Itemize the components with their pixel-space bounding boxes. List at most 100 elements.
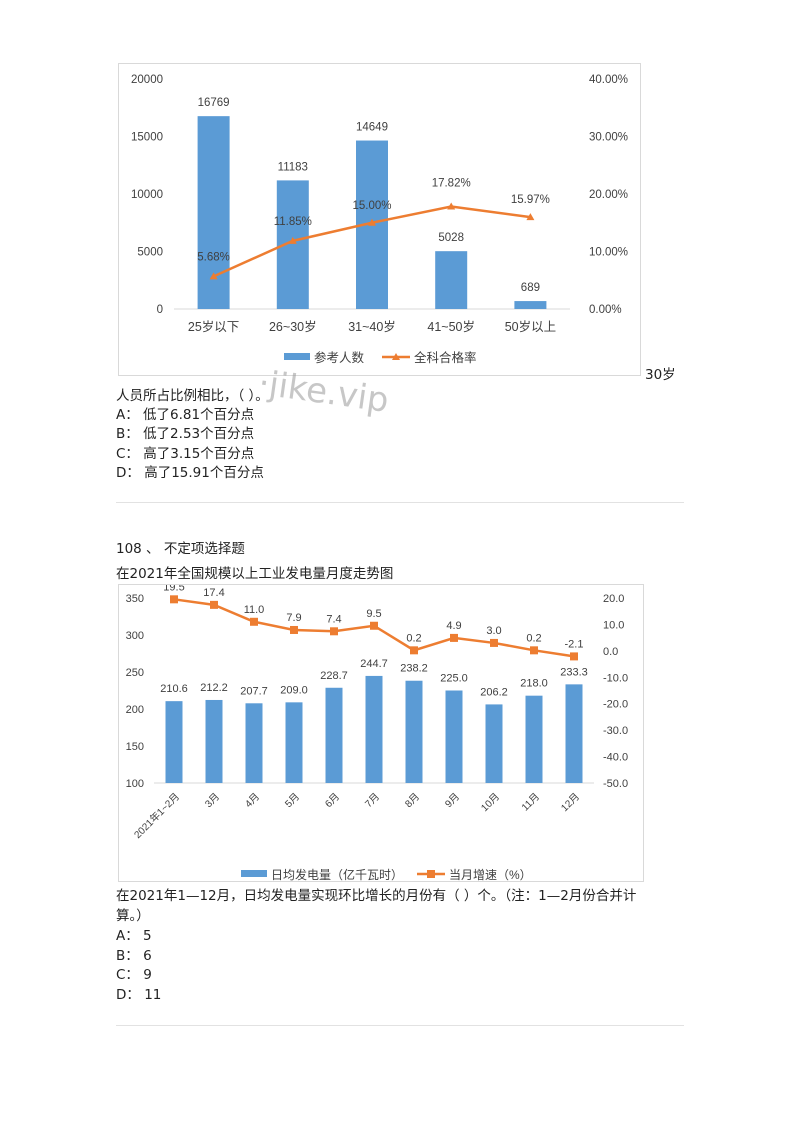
bar (285, 702, 303, 783)
category-label: 41~50岁 (427, 319, 475, 334)
line-value-label: 0.2 (406, 632, 421, 644)
line-value-label: 4.9 (446, 620, 461, 632)
left-axis-tick: 5000 (137, 247, 163, 259)
bar (205, 699, 223, 783)
bar (445, 690, 463, 783)
bar-value-label: 244.7 (360, 658, 388, 670)
line-value-label: 5.68% (197, 251, 230, 263)
question1-stem: 人员所占比例相比，（ ）。 (116, 388, 269, 404)
legend-bar-swatch (241, 870, 267, 877)
bar (565, 684, 583, 783)
question1-stem-tail: 30岁 (645, 367, 676, 383)
left-axis-tick: 300 (126, 630, 144, 642)
option-key: B： (116, 948, 139, 964)
bar-value-label: 233.3 (560, 666, 588, 678)
divider (116, 502, 684, 503)
option-text: 高了15.91个百分点 (144, 465, 264, 481)
right-axis-tick: -10.0 (603, 672, 628, 684)
option-text: 6 (143, 948, 152, 964)
right-axis-tick: 10.00% (589, 247, 628, 259)
category-label: 2021年1~2月 (131, 790, 182, 841)
option-text: 5 (143, 928, 152, 944)
bar-value-label: 209.0 (280, 684, 308, 696)
legend-marker (427, 870, 435, 878)
category-label: 26~30岁 (269, 319, 317, 334)
right-axis-tick: -30.0 (603, 725, 628, 737)
line-marker (368, 218, 376, 226)
legend-label: 当月增速（%） (449, 868, 532, 881)
bar (245, 703, 263, 783)
category-label: 9月 (443, 791, 462, 810)
bar-value-label: 225.0 (440, 673, 468, 685)
line-value-label: 11.0 (244, 604, 265, 616)
line-value-label: 11.85% (274, 216, 312, 228)
question2-number: 108 、 不定项选择题 (116, 541, 245, 557)
bar (405, 680, 423, 783)
right-axis-tick: 40.00% (589, 74, 628, 86)
q2-option-d[interactable]: D： 11 (116, 985, 161, 1005)
right-axis-tick: -50.0 (603, 778, 628, 790)
q1-option-b[interactable]: B： 低了2.53个百分点 (116, 424, 254, 444)
line-value-label: 15.00% (352, 200, 391, 212)
age-pass-rate-chart: 0 5000 10000 15000 20000 0.00% 10.00% 20.00% 30.… (118, 63, 641, 376)
category-label: 10月 (479, 791, 502, 814)
category-label: 7月 (363, 791, 382, 810)
legend-bar-swatch (284, 353, 310, 360)
right-axis-tick: 0.00% (589, 304, 622, 316)
q2-option-a[interactable]: A： 5 (116, 926, 152, 946)
option-key: D： (116, 987, 140, 1003)
q1-option-d[interactable]: D： 高了15.91个百分点 (116, 463, 264, 483)
category-label: 8月 (403, 791, 422, 810)
category-label: 31~40岁 (348, 319, 396, 334)
line-marker (209, 272, 218, 280)
question2-stem-line1: 在2021年1—12月，日均发电量实现环比增长的月份有（ ）个。（注：1—2月份… (116, 888, 637, 904)
left-axis-tick: 200 (126, 704, 144, 716)
bar-value-label: 689 (521, 282, 540, 294)
line-marker (210, 600, 218, 609)
line-marker (570, 652, 578, 661)
line-value-label: 19.5 (163, 585, 184, 593)
q1-option-c[interactable]: C： 高了3.15个百分点 (116, 444, 254, 464)
line-value-label: 9.5 (366, 608, 381, 620)
option-key: C： (116, 967, 139, 983)
q1-option-a[interactable]: A： 低了6.81个百分点 (116, 405, 254, 425)
bar (365, 675, 383, 783)
left-axis-tick: 350 (126, 593, 144, 605)
q2-option-c[interactable]: C： 9 (116, 965, 152, 985)
bar-value-label: 14649 (356, 122, 388, 134)
line-marker (410, 646, 418, 655)
bar (525, 695, 543, 783)
bar (514, 301, 547, 309)
category-label: 12月 (559, 791, 582, 814)
right-axis-tick: -20.0 (603, 699, 628, 711)
option-text: 11 (144, 987, 162, 1003)
line-value-label: 0.2 (526, 632, 541, 644)
line-value-label: 3.0 (486, 625, 501, 637)
legend-label: 日均发电量（亿千瓦时） (271, 867, 403, 881)
bar-value-label: 11183 (278, 161, 308, 173)
option-key: D： (116, 465, 140, 481)
line-marker (250, 617, 258, 626)
left-axis-tick: 150 (126, 741, 144, 753)
option-text: 高了3.15个百分点 (143, 446, 255, 462)
divider (116, 1025, 684, 1026)
bar-value-label: 16769 (198, 97, 230, 109)
left-axis-tick: 0 (157, 304, 163, 316)
question2-chart-title: 在2021年全国规模以上工业发电量月度走势图 (116, 566, 394, 582)
category-label: 50岁以上 (505, 319, 556, 334)
left-axis-tick: 100 (126, 778, 144, 790)
bar-value-label: 207.7 (240, 685, 268, 697)
bar-value-label: 212.2 (200, 682, 228, 694)
line-value-label: 7.4 (326, 613, 341, 625)
line-marker (288, 236, 297, 244)
right-axis-tick: 0.0 (603, 646, 618, 658)
category-label: 6月 (323, 791, 342, 810)
right-axis-tick: 20.00% (589, 189, 628, 201)
q2-option-b[interactable]: B： 6 (116, 946, 152, 966)
line-value-label: 7.9 (286, 612, 301, 624)
line-marker (370, 621, 378, 630)
bar-value-label: 238.2 (400, 663, 428, 675)
option-text: 低了6.81个百分点 (143, 407, 255, 423)
bar (325, 687, 343, 783)
bar (435, 251, 468, 309)
